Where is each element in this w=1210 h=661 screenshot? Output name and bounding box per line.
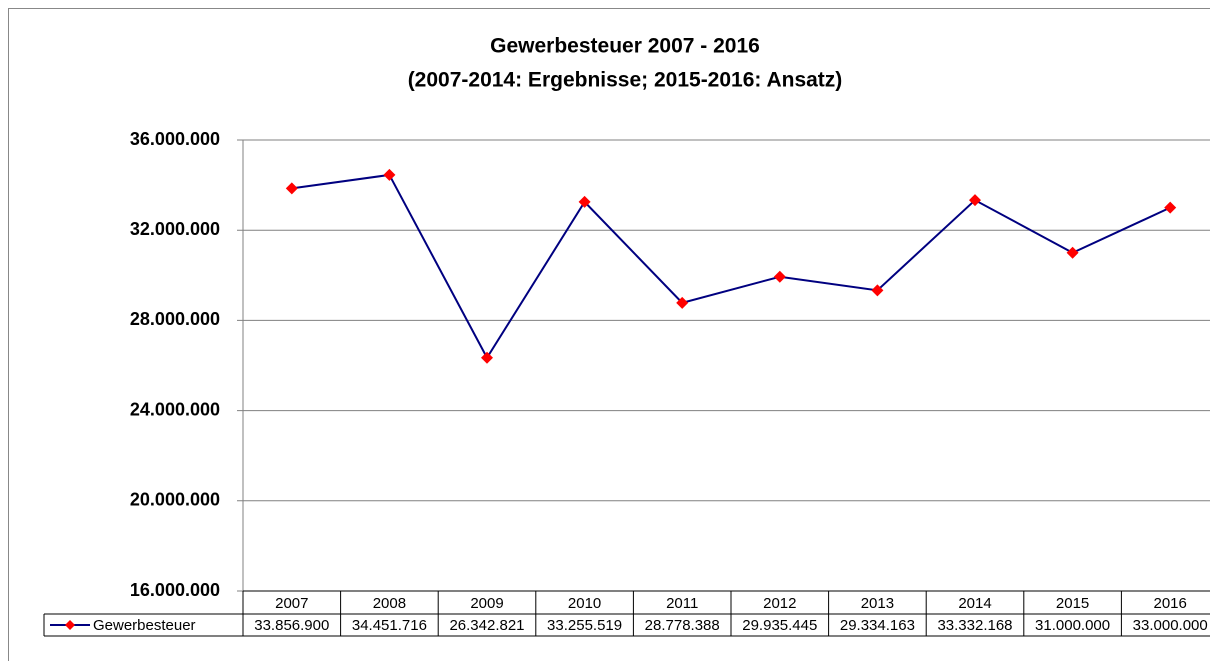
table-value: 33.255.519 [547, 617, 622, 634]
x-tick-label: 2015 [1056, 595, 1089, 612]
table-value: 29.334.163 [840, 617, 915, 634]
x-tick-label: 2012 [763, 595, 796, 612]
table-value: 28.778.388 [645, 617, 720, 634]
x-tick-label: 2013 [861, 595, 894, 612]
y-tick-label: 32.000.000 [130, 219, 220, 239]
y-tick-label: 16.000.000 [130, 580, 220, 600]
marker [1066, 246, 1079, 259]
chart-title: Gewerbesteuer 2007 - 2016 [490, 35, 760, 58]
y-tick-label: 20.000.000 [130, 490, 220, 510]
y-tick-label: 24.000.000 [130, 399, 220, 419]
x-tick-label: 2011 [666, 595, 698, 612]
marker [676, 296, 689, 309]
table-value: 26.342.821 [449, 617, 524, 634]
chart-border [8, 8, 1210, 661]
marker [578, 195, 591, 208]
table-value: 34.451.716 [352, 617, 427, 634]
x-tick-label: 2009 [470, 595, 503, 612]
legend-label: Gewerbesteuer [93, 617, 196, 634]
marker [285, 182, 298, 195]
marker [871, 284, 884, 297]
table-value: 29.935.445 [742, 617, 817, 634]
chart-subtitle: (2007-2014: Ergebnisse; 2015-2016: Ansat… [408, 69, 843, 92]
marker [969, 194, 981, 207]
table-value: 33.000.000 [1133, 617, 1208, 634]
table-value: 33.856.900 [254, 617, 329, 634]
x-tick-label: 2010 [568, 595, 601, 612]
y-tick-label: 28.000.000 [130, 309, 220, 329]
x-tick-label: 2007 [275, 595, 308, 612]
x-tick-label: 2016 [1154, 595, 1187, 612]
y-tick-label: 36.000.000 [130, 129, 220, 149]
marker [383, 168, 396, 181]
marker [773, 270, 786, 283]
marker [481, 351, 493, 364]
x-tick-label: 2008 [373, 595, 406, 612]
marker [1164, 201, 1177, 214]
table-value: 33.332.168 [937, 617, 1012, 634]
table-value: 31.000.000 [1035, 617, 1110, 634]
x-tick-label: 2014 [958, 595, 991, 612]
legend-marker [65, 620, 75, 630]
line [291, 173, 1171, 360]
